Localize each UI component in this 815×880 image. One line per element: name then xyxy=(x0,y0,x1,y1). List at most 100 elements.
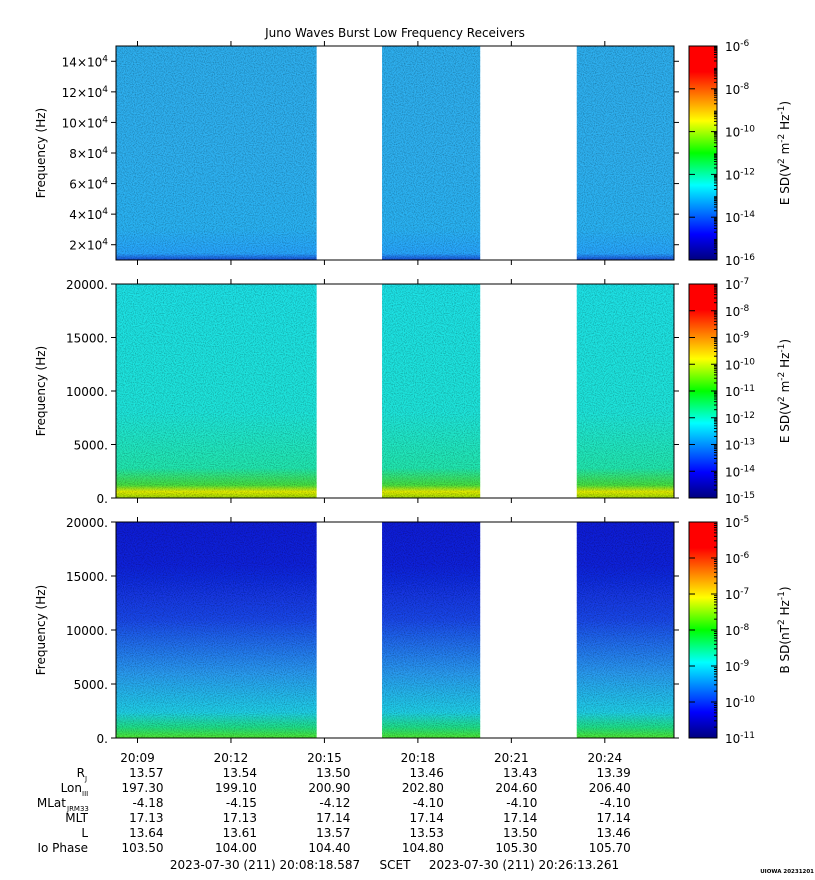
spectrogram-segment xyxy=(382,46,481,260)
colorbar-tick-label: 10-6 xyxy=(725,551,750,566)
ephemeris-value: -4.12 xyxy=(319,796,350,810)
panel-2: 0. 5000. 10000. 15000. 20000. Frequency (Hz) 1… xyxy=(34,277,792,506)
time-tick-label: 20:18 xyxy=(401,751,436,765)
ephemeris-value: 105.70 xyxy=(589,841,631,855)
ephemeris-value: 206.40 xyxy=(589,781,631,795)
ephemeris-row-subscript: JRM33 xyxy=(66,805,89,813)
y-tick-label: 0. xyxy=(97,732,108,746)
colorbar-tick-label: 10-13 xyxy=(725,438,755,453)
colorbar-tick-label: 10-8 xyxy=(725,623,750,638)
colorbar-tick-label: 10-6 xyxy=(725,39,750,54)
ephemeris-value: -4.10 xyxy=(413,796,444,810)
ephemeris-value: 13.43 xyxy=(503,766,537,780)
y-tick-label: 5000. xyxy=(74,678,108,692)
colorbar-tick-label: 10-8 xyxy=(725,304,750,319)
y-tick-label: 20000. xyxy=(66,278,108,292)
time-range-label: SCET xyxy=(380,858,412,872)
ephemeris-value: 13.46 xyxy=(596,826,630,840)
ephemeris-value: 105.30 xyxy=(495,841,537,855)
ephemeris-row-subscript: III xyxy=(82,790,88,798)
time-tick-label: 20:21 xyxy=(494,751,529,765)
spectrogram-segment xyxy=(576,522,674,738)
ephemeris-value: 17.13 xyxy=(223,811,257,825)
spectrogram-segment xyxy=(576,46,674,260)
ephemeris-row-label: MLat xyxy=(37,796,66,810)
ephemeris-row-label: Io Phase xyxy=(37,841,88,855)
spectrogram-segment xyxy=(116,46,317,260)
ephemeris-value: -4.15 xyxy=(226,796,257,810)
colorbar-tick-label: 10-9 xyxy=(725,659,750,674)
colorbar-tick-label: 10-14 xyxy=(725,464,755,479)
ephemeris-value: 13.53 xyxy=(410,826,444,840)
y-tick-label: 12×104 xyxy=(62,85,109,100)
ephemeris-value: 13.54 xyxy=(223,766,257,780)
colorbar-tick-label: 10-7 xyxy=(725,587,749,602)
y-tick-label: 20000. xyxy=(66,516,108,530)
colorbar-tick-label: 10-7 xyxy=(725,277,749,292)
ephemeris-value: 17.14 xyxy=(596,811,630,825)
colorbar-tick-label: 10-15 xyxy=(725,491,755,506)
ephemeris-value: 17.14 xyxy=(503,811,537,825)
ephemeris-row-label: Lon xyxy=(61,781,82,795)
ephemeris-value: 202.80 xyxy=(402,781,444,795)
y-axis-label: Frequency (Hz) xyxy=(34,585,48,676)
spectrogram-segment xyxy=(576,284,674,498)
colorbar-tick-label: 10-10 xyxy=(725,357,755,372)
y-tick-label: 10×104 xyxy=(62,115,109,130)
y-axis-label: Frequency (Hz) xyxy=(34,108,48,199)
colorbar-tick-label: 10-16 xyxy=(725,253,755,268)
colorbar-tick-label: 10-5 xyxy=(725,515,749,530)
y-tick-label: 15000. xyxy=(66,332,108,346)
figure-title: Juno Waves Burst Low Frequency Receivers xyxy=(264,26,525,40)
time-range-start: 2023-07-30 (211) 20:08:18.587 xyxy=(170,858,360,872)
time-range-end: 2023-07-30 (211) 20:26:13.261 xyxy=(429,858,619,872)
y-tick-label: 2×104 xyxy=(69,238,108,253)
y-tick-label: 6×104 xyxy=(69,177,108,192)
ephemeris-value: 13.50 xyxy=(503,826,537,840)
colorbar xyxy=(688,45,718,261)
time-tick-label: 20:09 xyxy=(120,751,155,765)
colorbar-tick-label: 10-14 xyxy=(725,210,755,225)
y-tick-label: 10000. xyxy=(66,385,108,399)
y-tick-label: 15000. xyxy=(66,570,108,584)
time-tick-label: 20:15 xyxy=(307,751,342,765)
ephemeris-value: -4.18 xyxy=(132,796,163,810)
ephemeris-row-label: MLT xyxy=(65,811,88,825)
y-tick-label: 10000. xyxy=(66,624,108,638)
y-tick-label: 0. xyxy=(97,492,108,506)
spectrogram-segment xyxy=(382,522,481,738)
colorbar-label: B SD(nT2 Hz-1) xyxy=(777,586,792,673)
ephemeris-value: 204.60 xyxy=(495,781,537,795)
ephemeris-value: 13.50 xyxy=(316,766,350,780)
colorbar-label: E SD(V2 m-2 Hz-1) xyxy=(777,339,792,443)
ephemeris-value: 104.00 xyxy=(215,841,257,855)
credit-label: UIOWA 20231201 xyxy=(760,869,814,875)
spectrogram-segment xyxy=(116,284,317,498)
ephemeris-value: 13.61 xyxy=(223,826,257,840)
ephemeris-value: 17.13 xyxy=(129,811,163,825)
colorbar-tick-label: 10-8 xyxy=(725,82,750,97)
colorbar-tick-label: 10-10 xyxy=(725,125,755,140)
ephemeris-value: 103.50 xyxy=(122,841,164,855)
colorbar-tick-label: 10-12 xyxy=(725,167,755,182)
ephemeris-value: 200.90 xyxy=(308,781,350,795)
y-tick-label: 14×104 xyxy=(62,54,109,69)
ephemeris-row-label: R xyxy=(77,766,85,780)
ephemeris-value: 104.80 xyxy=(402,841,444,855)
ephemeris-value: 199.10 xyxy=(215,781,257,795)
time-tick-label: 20:12 xyxy=(214,751,249,765)
ephemeris-value: 13.39 xyxy=(596,766,630,780)
ephemeris-row-subscript: J xyxy=(84,775,87,783)
colorbar-tick-label: 10-11 xyxy=(725,731,755,746)
spectrogram-segment xyxy=(382,284,481,498)
colorbar-tick-label: 10-10 xyxy=(725,695,755,710)
ephemeris-value: 13.64 xyxy=(129,826,163,840)
y-tick-label: 4×104 xyxy=(69,207,108,222)
ephemeris-value: 17.14 xyxy=(316,811,350,825)
panel-3: 0. 5000. 10000. 15000. 20000. Frequency (Hz) 1… xyxy=(34,515,792,746)
colorbar-tick-label: 10-11 xyxy=(725,384,755,399)
colorbar-tick-label: 10-12 xyxy=(725,411,755,426)
time-tick-label: 20:24 xyxy=(588,751,623,765)
spectrogram-segment xyxy=(116,522,317,738)
